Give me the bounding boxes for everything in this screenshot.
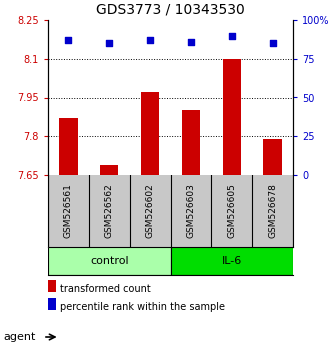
Point xyxy=(270,40,275,46)
Bar xyxy=(141,92,159,175)
Bar xyxy=(222,59,241,175)
Text: transformed count: transformed count xyxy=(60,284,151,293)
Point xyxy=(229,33,234,38)
Text: GSM526602: GSM526602 xyxy=(146,184,155,238)
Text: percentile rank within the sample: percentile rank within the sample xyxy=(60,302,225,312)
Text: agent: agent xyxy=(3,332,36,342)
Bar xyxy=(170,247,293,275)
Point xyxy=(188,39,194,45)
Text: GSM526562: GSM526562 xyxy=(105,184,114,238)
Text: GSM526561: GSM526561 xyxy=(64,184,73,239)
Bar xyxy=(182,110,200,175)
Point xyxy=(66,37,71,43)
Bar xyxy=(59,118,77,175)
Title: GDS3773 / 10343530: GDS3773 / 10343530 xyxy=(96,2,245,16)
Text: GSM526605: GSM526605 xyxy=(227,184,236,239)
Text: GSM526603: GSM526603 xyxy=(186,184,195,239)
Text: GSM526678: GSM526678 xyxy=(268,184,277,239)
Point xyxy=(107,40,112,46)
Bar xyxy=(263,139,282,175)
Bar xyxy=(100,165,118,175)
Point xyxy=(147,37,153,43)
Text: control: control xyxy=(90,256,128,266)
Bar xyxy=(48,247,170,275)
Text: IL-6: IL-6 xyxy=(222,256,242,266)
